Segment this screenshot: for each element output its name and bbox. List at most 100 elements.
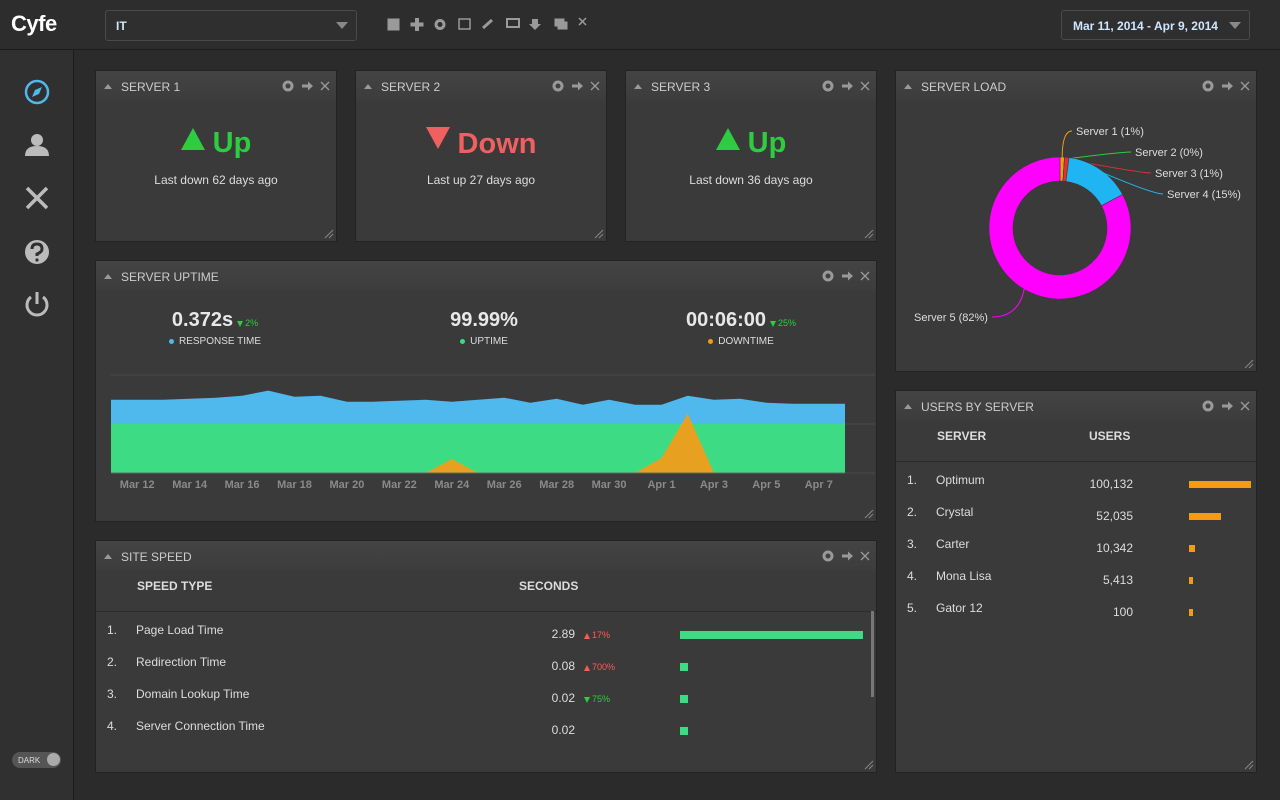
row-name: Gator 12 — [936, 601, 983, 615]
row-value: 100,132 — [1089, 477, 1133, 491]
toolbar — [387, 17, 587, 31]
row-value: 5,413 — [1102, 573, 1133, 587]
nav-help[interactable] — [25, 240, 49, 264]
close-icon[interactable] — [320, 81, 330, 91]
move-icon[interactable] — [842, 81, 853, 91]
header-separator — [896, 461, 1256, 462]
close-icon[interactable] — [1240, 401, 1250, 411]
resize-handle[interactable] — [594, 229, 604, 239]
trend-arrow — [237, 320, 244, 327]
settings-icon[interactable] — [552, 80, 564, 92]
date-range: Mar 11, 2014 - Apr 9, 2014 — [1073, 19, 1218, 33]
status-text: Up — [212, 127, 252, 159]
resize-handle[interactable] — [1244, 359, 1254, 369]
resize-handle[interactable] — [864, 509, 874, 519]
screen-icon[interactable] — [506, 18, 520, 28]
download-icon[interactable] — [529, 19, 541, 30]
trend-arrow — [770, 320, 777, 327]
move-icon[interactable] — [572, 81, 583, 91]
segment-label: Server 4 (15%) — [1167, 189, 1241, 201]
collapse-icon[interactable] — [634, 84, 642, 89]
date-range-select[interactable]: Mar 11, 2014 - Apr 9, 2014 — [1061, 10, 1250, 40]
column-header: SERVER — [937, 429, 987, 443]
row-rank: 4. — [107, 719, 118, 733]
add-icon[interactable] — [410, 18, 424, 31]
row-change-text: 17% — [592, 630, 611, 640]
row-value: 0.08 — [551, 659, 575, 673]
close-icon[interactable] — [590, 81, 600, 91]
move-icon[interactable] — [302, 81, 313, 91]
close-icon[interactable] — [578, 17, 587, 26]
close-icon[interactable] — [860, 81, 870, 91]
settings-icon[interactable] — [822, 80, 834, 92]
resize-handle[interactable] — [864, 760, 874, 770]
caret — [336, 22, 348, 29]
scrollbar[interactable] — [871, 611, 874, 697]
donut-segment — [1065, 157, 1123, 207]
settings-icon[interactable] — [822, 270, 834, 282]
row-value: 2.89 — [551, 627, 575, 641]
header-icons — [904, 400, 1250, 412]
resize-handle[interactable] — [864, 229, 874, 239]
nav-tools[interactable] — [25, 186, 49, 210]
segment-label: Server 5 (82%) — [914, 312, 988, 324]
row-rank: 2. — [107, 655, 118, 669]
resize-grip — [594, 229, 604, 239]
grid-icon[interactable] — [387, 18, 400, 31]
move-icon[interactable] — [842, 271, 853, 281]
row-bar — [680, 631, 863, 639]
row-name: Optimum — [936, 473, 985, 487]
logo[interactable]: Cyfe — [11, 11, 57, 36]
resize-handle[interactable] — [324, 229, 334, 239]
nav-icons — [24, 79, 50, 317]
move-icon[interactable] — [842, 551, 853, 561]
nav-dashboard[interactable] — [24, 79, 50, 105]
settings-icon[interactable] — [1202, 400, 1214, 412]
link-icon[interactable] — [482, 18, 493, 30]
column-header: USERS — [1089, 429, 1131, 443]
row-name: Mona Lisa — [936, 569, 992, 583]
theme-toggle[interactable]: DARK — [12, 752, 61, 768]
collapse-icon[interactable] — [364, 84, 372, 89]
nav-account[interactable] — [25, 134, 49, 156]
resize-handle[interactable] — [1244, 760, 1254, 770]
nav-logout[interactable] — [25, 292, 49, 317]
collapse-icon[interactable] — [104, 554, 112, 559]
copy-icon[interactable] — [554, 18, 568, 30]
close-icon[interactable] — [1240, 81, 1250, 91]
row-value: 0.02 — [551, 723, 575, 737]
move-icon[interactable] — [1222, 81, 1233, 91]
status-note: Last up 27 days ago — [426, 173, 536, 187]
collapse-icon[interactable] — [104, 274, 112, 279]
stat-dot — [708, 338, 714, 344]
widget: SERVER LOAD Server 1 (1%) Server 2 (0%) Ser… — [896, 71, 1256, 371]
collapse-icon[interactable] — [104, 84, 112, 89]
move-icon[interactable] — [1222, 401, 1233, 411]
widget: SITE SPEED SPEED TYPE SECONDS 1. Page Load T… — [96, 541, 876, 772]
settings-icon[interactable] — [822, 550, 834, 562]
row-value: 100 — [1112, 605, 1133, 619]
close-icon[interactable] — [860, 271, 870, 281]
resize-grip — [864, 760, 874, 770]
stat: 0.372s 2% — [65, 309, 365, 332]
widget-header: SERVER 3 — [626, 71, 876, 101]
image-icon[interactable] — [458, 18, 471, 30]
dashboard-select[interactable]: IT — [105, 10, 357, 41]
row-rank: 4. — [907, 569, 918, 583]
collapse-icon[interactable] — [904, 84, 912, 89]
x-tick-label: Mar 24 — [434, 479, 470, 491]
settings-icon[interactable] — [434, 19, 446, 30]
row-bar — [1189, 513, 1222, 520]
widget-header: SERVER 1 — [96, 71, 336, 101]
x-tick-label: Mar 26 — [487, 479, 522, 491]
settings-icon[interactable] — [282, 80, 294, 92]
header-separator — [96, 611, 876, 612]
status-text: Up — [747, 127, 787, 159]
row-rank: 3. — [107, 687, 118, 701]
close-icon[interactable] — [860, 551, 870, 561]
collapse-icon[interactable] — [904, 404, 912, 409]
leader-line — [1061, 130, 1073, 160]
widget-title: SERVER 1 — [121, 80, 181, 94]
settings-icon[interactable] — [1202, 80, 1214, 92]
row-name: Domain Lookup Time — [136, 687, 250, 701]
